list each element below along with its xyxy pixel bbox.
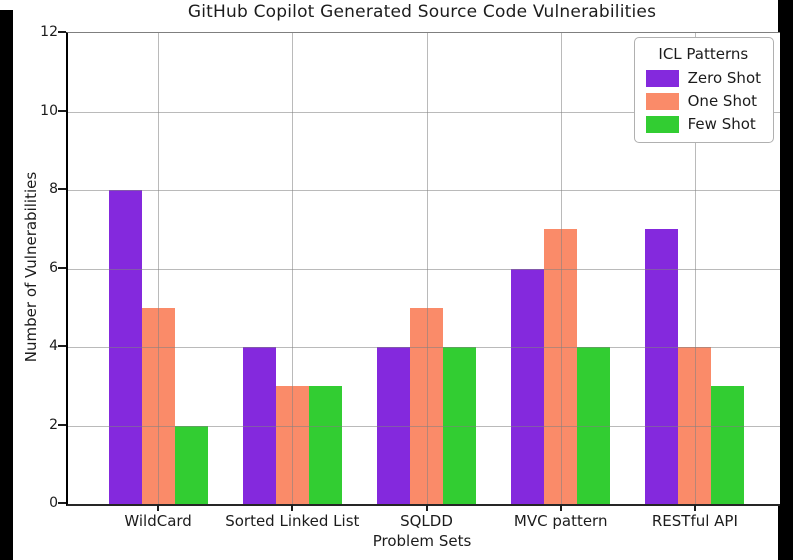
x-tick-mark-sqldd xyxy=(425,505,428,511)
gridline-v-wildcard xyxy=(158,33,160,504)
few-shot-swatch-icon xyxy=(645,115,679,133)
bar-few-shot-sorted-linked-list xyxy=(308,386,342,504)
gridline-h-4 xyxy=(68,347,780,348)
legend: ICL Patterns Zero Shot One Shot Few Shot xyxy=(633,37,774,143)
legend-title: ICL Patterns xyxy=(658,45,749,63)
y-tick-label-12: 12 xyxy=(40,24,58,40)
corner-patch xyxy=(0,0,13,10)
y-tick-mark-2 xyxy=(58,423,66,426)
gridline-h-6 xyxy=(68,268,780,270)
y-tick-label-0: 0 xyxy=(49,495,58,511)
chart-figure: GitHub Copilot Generated Source Code Vul… xyxy=(13,0,780,560)
bar-zero-shot-mvc-pattern xyxy=(511,268,545,504)
legend-label-one-shot: One Shot xyxy=(687,92,758,110)
y-tick-label-2: 2 xyxy=(49,416,58,433)
legend-item-zero-shot: Zero Shot xyxy=(645,69,761,87)
x-tick-mark-restful-api xyxy=(693,505,696,511)
gridline-v-sorted-linked-list xyxy=(292,33,294,504)
x-tick-label-sorted-linked-list: Sorted Linked List xyxy=(225,512,360,530)
y-tick-label-8: 8 xyxy=(49,181,58,197)
y-tick-mark-4 xyxy=(58,345,66,347)
gridline-v-sqldd xyxy=(426,33,428,504)
one-shot-swatch-icon xyxy=(645,92,679,110)
legend-label-zero-shot: Zero Shot xyxy=(687,69,761,87)
gridline-h-2 xyxy=(68,425,780,427)
gridline-v-restful-api xyxy=(694,33,696,504)
bar-zero-shot-restful-api xyxy=(645,229,679,504)
x-tick-label-mvc-pattern: MVC pattern xyxy=(513,512,608,530)
zero-shot-swatch-icon xyxy=(645,69,679,87)
y-tick-label-4: 4 xyxy=(49,338,58,354)
x-tick-label-restful-api: RESTful API xyxy=(651,512,738,530)
gridline-h-8 xyxy=(68,190,780,191)
y-tick-mark-12 xyxy=(58,31,66,33)
chart-title: GitHub Copilot Generated Source Code Vul… xyxy=(187,2,657,22)
legend-item-one-shot: One Shot xyxy=(645,92,761,110)
legend-item-few-shot: Few Shot xyxy=(645,115,761,133)
y-tick-label-6: 6 xyxy=(49,259,58,276)
x-tick-label-sqldd: SQLDD xyxy=(400,512,453,530)
y-tick-mark-10 xyxy=(58,109,66,112)
x-tick-mark-mvc-pattern xyxy=(559,505,562,511)
gridline-v-mvc-pattern xyxy=(560,33,562,504)
x-axis-label: Problem Sets xyxy=(372,532,472,550)
gridline-h-10 xyxy=(68,111,780,113)
y-tick-mark-0 xyxy=(58,502,66,504)
bar-few-shot-wildcard xyxy=(174,425,208,504)
y-tick-mark-6 xyxy=(58,266,66,269)
bar-few-shot-restful-api xyxy=(711,386,745,504)
legend-label-few-shot: Few Shot xyxy=(687,115,756,133)
y-tick-mark-8 xyxy=(58,188,66,190)
x-tick-mark-wildcard xyxy=(157,505,160,511)
y-tick-label-10: 10 xyxy=(40,102,58,119)
plot-area: ICL Patterns Zero Shot One Shot Few Shot xyxy=(66,32,780,506)
x-tick-mark-sorted-linked-list xyxy=(291,505,294,511)
x-tick-label-wildcard: WildCard xyxy=(124,512,192,530)
